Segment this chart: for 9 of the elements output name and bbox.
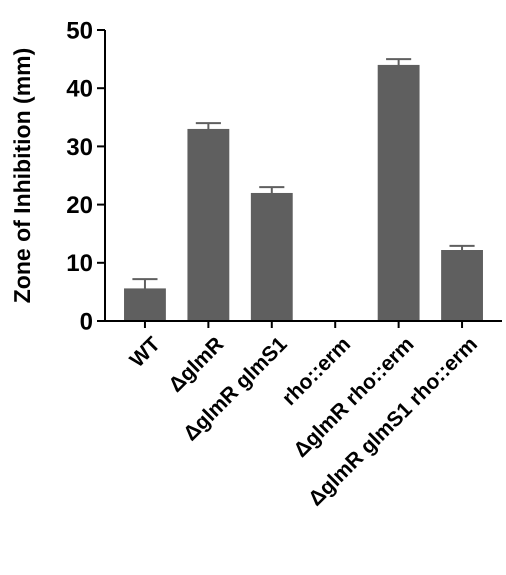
y-tick-label: 50 bbox=[66, 17, 93, 44]
y-tick-label: 10 bbox=[66, 250, 93, 278]
x-tick-label: WT bbox=[126, 332, 165, 372]
y-tick-label: 40 bbox=[66, 76, 93, 103]
y-tick-label: 0 bbox=[80, 308, 93, 336]
bar bbox=[441, 250, 483, 321]
y-tick-label: 20 bbox=[66, 192, 93, 219]
y-axis-title: Zone of Inhibition (mm) bbox=[9, 48, 35, 304]
y-tick-label: 30 bbox=[66, 134, 93, 161]
